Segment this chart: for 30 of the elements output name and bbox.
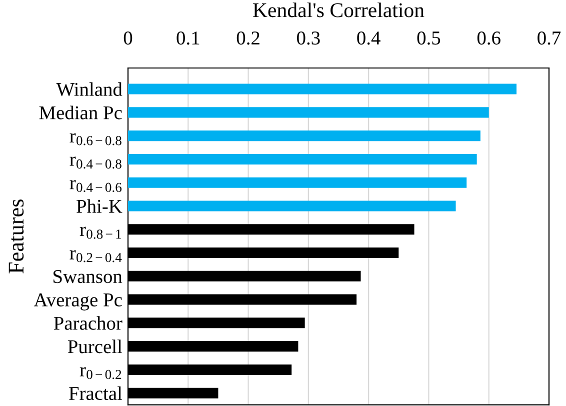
y-axis-title: Features	[8, 200, 24, 274]
y-tick-label: r$_{0−0.2}$	[80, 367, 122, 380]
y-tick-label: Parachor	[54, 316, 122, 330]
bar	[128, 154, 477, 164]
bar	[128, 107, 489, 118]
x-tick-label: 0.3	[297, 31, 320, 45]
y-tick-label: r$_{0.4−0.8}$	[70, 156, 122, 169]
y-tick-label: Average Pc	[34, 293, 122, 310]
x-tick-label: 0	[124, 31, 132, 45]
bar	[128, 177, 467, 188]
y-tick-label: r$_{0.2−0.4}$	[70, 250, 122, 262]
y-tick-label: r$_{0.4−0.6}$	[70, 180, 122, 192]
y-tick-label: Purcell	[68, 340, 122, 354]
x-tick-label: 0.5	[417, 31, 440, 45]
x-tick-label: 0.7	[538, 31, 561, 45]
y-tick-label: Swanson	[54, 270, 122, 284]
bar	[128, 130, 480, 142]
x-axis-title: Kendal's Correlation	[253, 2, 424, 18]
bar	[128, 200, 456, 212]
y-tick-label: Winland	[56, 82, 122, 96]
x-tick-label: 0.6	[477, 31, 500, 45]
y-tick-label: Phi-K	[76, 199, 122, 213]
x-tick-label: 0.1	[176, 31, 200, 45]
y-tick-label: Median Pc	[39, 106, 122, 120]
x-tick-label: 0.4	[357, 31, 380, 45]
y-tick-label: r$_{0.8−1}$	[80, 226, 122, 239]
x-tick-label: 0.2	[236, 31, 260, 45]
bar	[128, 84, 517, 94]
y-tick-label: Fractal	[69, 386, 122, 400]
y-tick-label: r$_{0.6−0.8}$	[70, 133, 122, 146]
